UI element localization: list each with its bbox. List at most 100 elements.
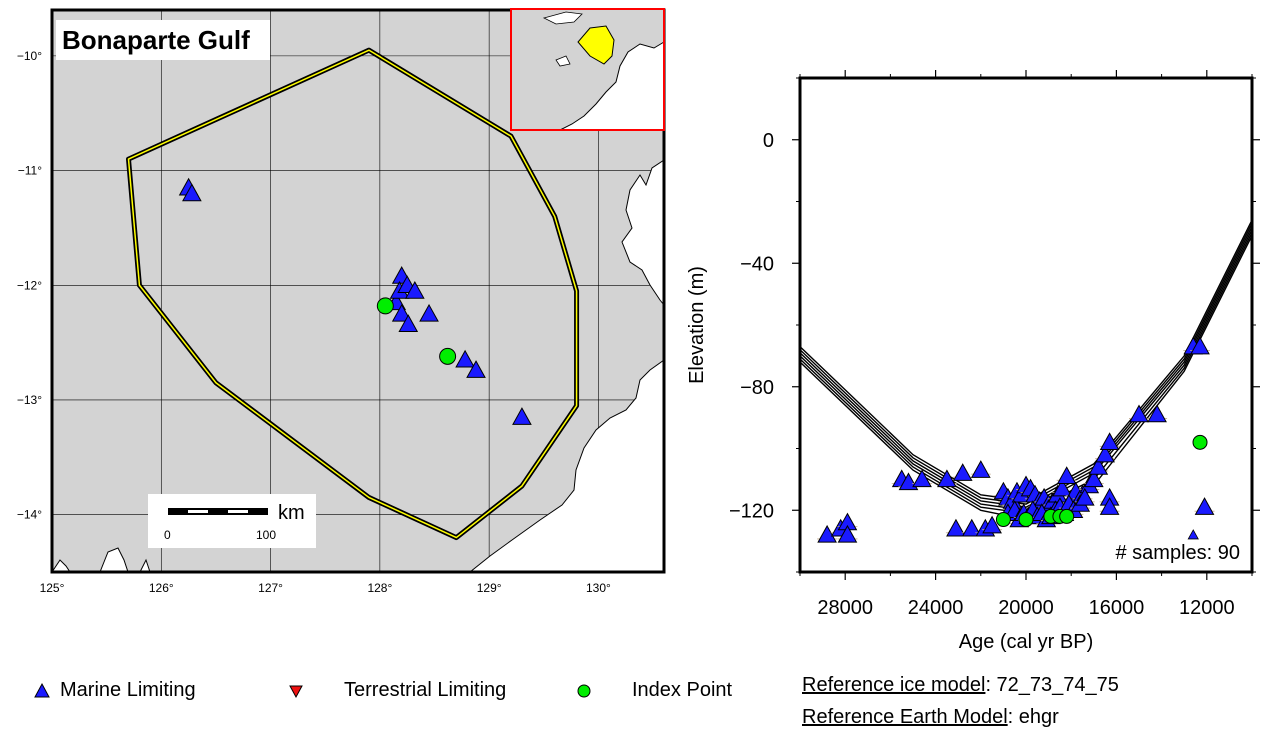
inset-frame <box>510 8 665 131</box>
map-marine-marker <box>419 303 439 322</box>
reference-ice-value: : 72_73_74_75 <box>985 674 1119 696</box>
reference-earth-value: : ehgr <box>1007 706 1059 728</box>
map-lon-tick-label: 126° <box>149 581 174 595</box>
land-southwest <box>52 547 151 572</box>
map-lon-tick-label: 127° <box>258 581 283 595</box>
chart-marine-point <box>1088 456 1109 475</box>
reference-earth-model: Reference Earth Model: ehgr <box>802 706 1059 729</box>
inset-map <box>510 8 665 131</box>
legend-item-index: Index Point <box>574 676 732 704</box>
chart-marine-point <box>1052 478 1073 497</box>
chart-marine-point <box>970 460 991 478</box>
chart-marine-point <box>1147 404 1167 423</box>
inset-region-shape <box>577 25 615 65</box>
inset-ocean <box>511 9 664 130</box>
chart-x-tick-label: 16000 <box>1089 597 1145 619</box>
map-index-marker <box>439 347 457 365</box>
chart-marine-point <box>1056 466 1077 484</box>
map-lon-tick-label: 128° <box>367 581 392 595</box>
chart-marine-point <box>912 469 932 488</box>
chart-annotation: # samples: 90 <box>1115 542 1240 564</box>
legend-item-marine: Marine Limiting <box>32 676 196 704</box>
chart-marine-point <box>1099 497 1120 515</box>
chart-marine-point <box>1083 469 1104 488</box>
reference-ice-model: Reference ice model: 72_73_74_75 <box>802 674 1119 697</box>
map-lat-tick-label: −11° <box>18 164 42 178</box>
chart-x-axis-label: Age (cal yr BP) <box>959 631 1093 653</box>
triangle-down-icon <box>289 685 303 698</box>
chart-model-curve <box>800 222 1252 505</box>
legend-label-marine: Marine Limiting <box>60 679 196 701</box>
chart-x-tick-label: 12000 <box>1179 597 1235 619</box>
chart-marine-point <box>961 518 982 537</box>
region-polygon-inner <box>127 49 578 539</box>
chart-y-tick-label: 0 <box>763 130 774 152</box>
chart-marine-point <box>1129 404 1149 423</box>
reference-earth-key: Reference Earth Model <box>802 706 1008 728</box>
chart-marine-point <box>1074 487 1095 506</box>
legend-label-index: Index Point <box>632 679 733 701</box>
chart-marine-point <box>1095 444 1115 463</box>
chart-index-point <box>1059 508 1075 524</box>
chart-y-axis-label: Elevation (m) <box>686 266 708 384</box>
chart-marine-point <box>952 463 973 481</box>
chart-x-tick-label: 28000 <box>817 597 873 619</box>
chart-marine-point <box>1190 336 1210 355</box>
chart-marine-point <box>898 472 919 491</box>
chart-marine-point-small <box>1187 529 1199 540</box>
land-southeast <box>469 359 664 572</box>
map-lon-tick-label: 129° <box>477 581 502 595</box>
map-title: Bonaparte Gulf <box>56 20 270 60</box>
chart-marine-point <box>1099 432 1120 451</box>
map-lat-tick-label: −14° <box>17 508 42 522</box>
land-east-coast <box>621 159 664 306</box>
map-panel: 125° 126° 127° 128° 129° 130° −10° −11° −12° −13°… <box>17 8 666 595</box>
triangle-up-icon <box>34 682 50 698</box>
scale-bar: km 0 100 <box>148 494 316 548</box>
map-marine-marker <box>391 303 412 322</box>
chart-index-point <box>1018 512 1034 528</box>
chart-marine-point <box>982 515 1002 534</box>
chart-x-tick-label: 24000 <box>908 597 964 619</box>
scale-bar-label-0: 0 <box>164 528 171 542</box>
legend-label-terrestrial: Terrestrial Limiting <box>344 679 507 701</box>
chart-x-tick-label: 20000 <box>998 597 1054 619</box>
map-lat-tick-label: −10° <box>17 49 42 63</box>
map-marine-marker <box>455 349 475 368</box>
map-lon-tick-label: 125° <box>40 581 65 595</box>
chart-index-point <box>995 512 1011 528</box>
chart-y-tick-label: −120 <box>729 500 774 522</box>
chart-marine-point <box>817 524 837 543</box>
map-marine-marker <box>404 280 425 299</box>
map-lon-tick-label: 130° <box>586 581 611 595</box>
chart-marine-point <box>946 518 966 537</box>
map-lat-tick-label: −13° <box>17 393 42 407</box>
map-marine-marker <box>466 360 486 378</box>
chart-ticks: 28000 24000 20000 16000 12000 0 −40 −80 −120 <box>729 70 1260 619</box>
legend-item-terrestrial: Terrestrial Limiting <box>286 676 506 704</box>
scale-bar-unit: km <box>278 502 305 524</box>
map-frame <box>50 8 666 574</box>
chart-y-tick-label: −40 <box>740 253 774 275</box>
chart-index-point <box>1192 434 1208 450</box>
chart-panel: 28000 24000 20000 16000 12000 0 −40 −80 −120 # s… <box>686 70 1260 653</box>
reference-ice-key: Reference ice model <box>802 674 986 696</box>
chart-marine-point <box>837 524 858 543</box>
inset-islands <box>542 11 583 67</box>
map-marine-marker <box>398 314 419 332</box>
circle-icon <box>577 684 591 698</box>
chart-marine-point <box>937 469 957 488</box>
map-tick-labels: 125° 126° 127° 128° 129° 130° −10° −11° −12° −13°… <box>17 49 611 595</box>
chart-y-tick-label: −80 <box>740 377 774 399</box>
chart-points <box>817 336 1215 543</box>
chart-marine-point <box>1194 497 1215 515</box>
inset-coast <box>559 41 665 131</box>
map-markers <box>178 177 532 425</box>
scale-bar-label-100: 100 <box>256 528 276 542</box>
map-marine-marker <box>512 407 532 425</box>
map-index-marker <box>376 297 394 315</box>
map-lat-tick-label: −12° <box>17 278 42 292</box>
map-marine-marker <box>182 183 202 202</box>
chart-model-curve <box>800 225 1252 508</box>
